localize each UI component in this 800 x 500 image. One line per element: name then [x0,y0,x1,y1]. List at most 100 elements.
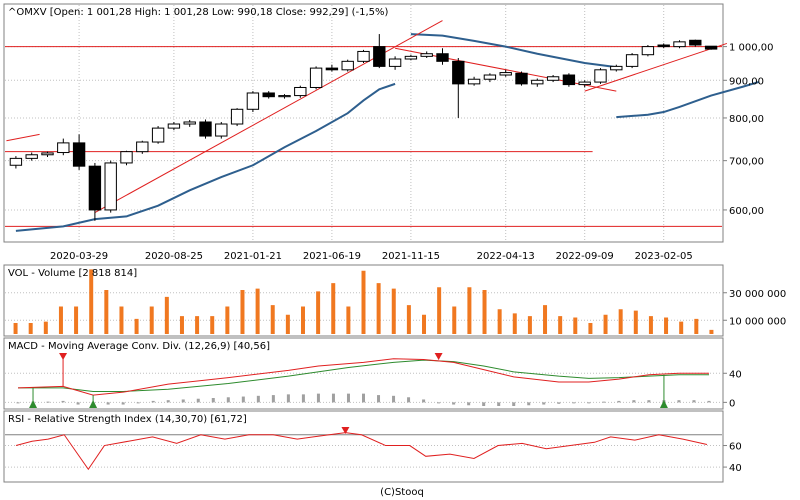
candle-body [673,41,686,48]
candle-body [199,121,212,137]
volume-bar [316,291,321,334]
buy-signal-marker [29,400,38,408]
volume-bar [497,309,502,334]
volume-bar [633,310,638,334]
candle-body [657,44,670,48]
volume-bar [709,329,714,334]
macd-histogram-bar [121,402,125,405]
candle-body [325,67,339,71]
price-series [5,20,759,232]
macd-histogram-bar [16,402,20,404]
macd-series [16,353,711,408]
candle-body [562,74,576,86]
price-y-tick-label: 600,00 [729,206,764,217]
volume-bar [89,269,94,334]
candle-body [625,54,639,67]
volume-bar [300,306,305,334]
macd-histogram-bar [647,400,651,403]
macd-histogram-bar [46,401,50,403]
candle-body [151,127,165,143]
volume-bar [452,306,457,334]
volume-bar [558,316,563,334]
volume-bar [694,318,699,334]
price-y-tick-label: 900,00 [729,76,764,87]
macd-histogram-bar [331,393,335,403]
volume-bar [255,288,260,334]
volume-bar [285,314,290,334]
volume-bar [240,290,245,334]
candle-body [25,154,38,159]
candle-body [452,60,465,85]
candle-body [183,121,196,125]
candle-body [341,60,354,71]
rsi-y-axis: 60 40 [723,442,742,474]
volume-bar [573,317,578,334]
candle-body [88,165,102,211]
rsi-y-tick-label: 40 [729,463,742,474]
price-x-tick-label: 2021-06-19 [303,251,361,262]
price-y-tick-label: 1 000,00 [729,43,774,54]
candle-body [72,142,86,167]
price-x-tick-label: 2020-08-25 [145,251,203,262]
volume-bar [406,305,411,334]
macd-histogram-bar [316,393,320,403]
candle-body [704,45,718,50]
volume-bar [664,317,669,334]
volume-bar [467,287,472,334]
macd-histogram-bar [392,395,396,403]
candle-body [594,69,607,83]
price-x-tick-label: 2021-11-15 [382,251,440,262]
rsi-panel-frame [3,410,724,483]
candle-body [215,123,228,137]
macd-histogram-bar [151,400,155,403]
macd-signal-line [18,359,709,392]
candle-body [546,76,560,81]
candle-body [57,142,70,154]
candle-body [246,92,260,110]
volume-bar [134,318,139,334]
candle-body [373,46,386,67]
sell-signal-marker [59,353,68,360]
candle-body [499,72,512,76]
rsi-panel: RSI - Relative Strength Index (14,30,70)… [3,410,742,483]
volume-bar [618,309,623,334]
volume-panel: VOL - Volume [2 818 814] 30 000 000 10 00… [3,264,786,337]
buy-signal-marker [89,400,98,408]
candle-body [436,53,449,62]
candle-body [404,55,418,60]
macd-histogram-bar [692,400,696,403]
macd-histogram-bar [301,394,305,403]
candle-body [41,152,54,156]
volume-bar [119,306,124,334]
rsi-series [15,427,708,471]
volume-bar [210,316,215,334]
macd-histogram-bar [527,402,531,406]
macd-histogram-bar [106,402,110,405]
volume-y-axis: 30 000 000 10 000 000 [723,289,786,327]
volume-bar [58,306,63,334]
macd-histogram-bar [452,402,456,405]
macd-y-tick-label: 0 [729,398,735,409]
volume-bar [648,316,653,334]
macd-histogram-bar [542,402,546,405]
price-panel-frame [3,3,724,243]
macd-histogram-bar [437,402,441,404]
price-y-tick-label: 700,00 [729,157,764,168]
macd-histogram-bar [256,395,260,403]
volume-bar [679,321,684,334]
macd-histogram-bar [512,402,516,406]
macd-histogram-bar [602,401,606,403]
credit-label: (C)Stooq [380,487,424,498]
price-panel: ^OMXV [Open: 1 001,28 High: 1 001,28 Low… [3,3,774,262]
macd-y-tick-label: 40 [729,369,742,380]
volume-bar [346,306,351,334]
price-x-axis: 2020-03-29 2020-08-25 2021-01-21 2021-06-19… [50,251,693,262]
trend-line [6,133,40,142]
macd-histogram-bar [377,395,381,403]
rsi-title: RSI - Relative Strength Index (14,30,70)… [8,414,247,425]
volume-bar [74,306,79,334]
macd-histogram-bar [211,398,215,403]
volume-bar [43,321,48,334]
macd-histogram-bar [226,397,230,403]
